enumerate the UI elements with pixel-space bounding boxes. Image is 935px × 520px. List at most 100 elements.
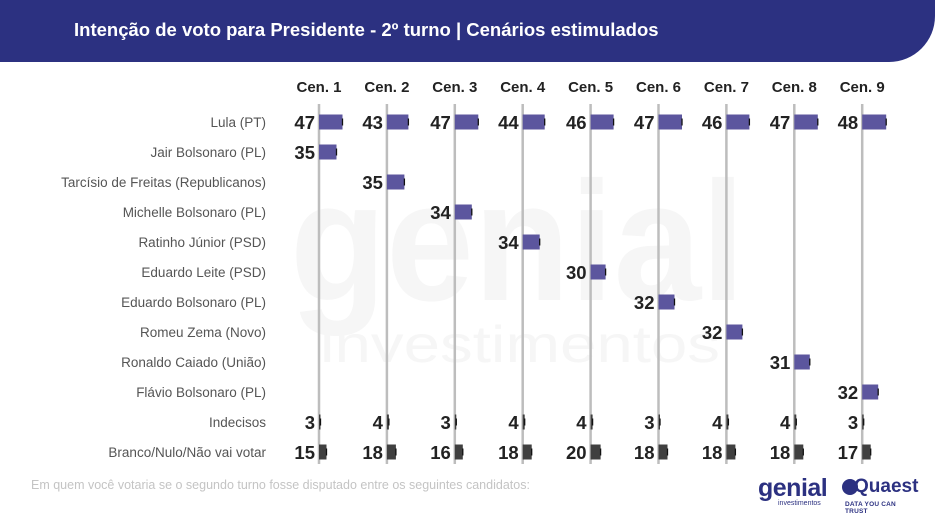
bar <box>862 384 879 400</box>
row-label: Jair Bolsonaro (PL) <box>150 145 266 160</box>
bar <box>726 444 736 460</box>
scenario-header: Cen. 3 <box>432 79 477 96</box>
row-label: Lula (PT) <box>210 115 266 130</box>
scenario-headers: Cen. 1 Cen. 2 Cen. 3 Cen. 4 Cen. 5 Cen. 6 Cen.… <box>296 79 884 96</box>
scenario-header: Cen. 5 <box>568 79 613 96</box>
bar <box>726 414 729 430</box>
row-label: Romeu Zema (Novo) <box>140 325 266 340</box>
data-label: 4 <box>508 412 519 433</box>
scenario-header: Cen. 9 <box>840 79 885 96</box>
quaest-logo: Quaest DATA YOU CAN TRUST <box>842 476 920 515</box>
scenario-header: Cen. 1 <box>296 79 341 96</box>
genial-logo-sub: investimentos <box>778 500 821 507</box>
data-label: 15 <box>294 442 315 463</box>
data-label: 18 <box>362 442 383 463</box>
bar <box>590 264 606 280</box>
bar <box>386 114 409 130</box>
bar <box>319 114 343 130</box>
bar <box>319 414 321 430</box>
data-label: 18 <box>770 442 791 463</box>
scenario-header: Cen. 2 <box>364 79 409 96</box>
data-label: 30 <box>566 262 587 283</box>
bar <box>386 444 396 460</box>
page-title: Intenção de voto para Presidente - 2º tu… <box>74 19 659 40</box>
scenario-header: Cen. 6 <box>636 79 681 96</box>
bar <box>386 174 405 190</box>
row-label: Ratinho Júnior (PSD) <box>138 235 266 250</box>
data-label: 32 <box>634 292 655 313</box>
row-label: Indecisos <box>209 415 266 430</box>
data-label: 48 <box>838 112 859 133</box>
quaest-logo-icon <box>842 479 858 495</box>
data-label: 3 <box>644 412 654 433</box>
data-label: 4 <box>780 412 791 433</box>
quaest-logo-word: Quaest <box>854 476 919 497</box>
bar <box>522 234 540 250</box>
bar <box>590 444 601 460</box>
scenario-dividers <box>317 104 864 464</box>
data-label: 35 <box>362 172 383 193</box>
data-label: 47 <box>634 112 655 133</box>
data-label: 18 <box>634 442 655 463</box>
data-label: 18 <box>702 442 723 463</box>
data-label: 32 <box>838 382 859 403</box>
bar <box>454 114 479 130</box>
data-label: 17 <box>838 442 859 463</box>
bar <box>658 114 682 130</box>
data-label: 4 <box>576 412 587 433</box>
bar <box>658 414 660 430</box>
row-label: Eduardo Bolsonaro (PL) <box>121 295 266 310</box>
quaest-logo-sub: DATA YOU CAN TRUST <box>845 501 896 515</box>
bar <box>862 414 864 430</box>
row-label: Eduardo Leite (PSD) <box>141 265 266 280</box>
data-label: 46 <box>702 112 723 133</box>
bar <box>794 354 810 370</box>
bar <box>454 444 463 460</box>
bar <box>386 414 389 430</box>
genial-logo-word: genial <box>758 474 828 502</box>
scenario-header: Cen. 4 <box>500 79 546 96</box>
bar <box>726 324 743 340</box>
bar <box>794 114 818 130</box>
row-label: Flávio Bolsonaro (PL) <box>136 385 266 400</box>
bar <box>319 444 327 460</box>
row-label: Branco/Nulo/Não vai votar <box>108 445 266 460</box>
header-banner: Intenção de voto para Presidente - 2º tu… <box>0 0 935 62</box>
bar <box>794 444 804 460</box>
data-label: 46 <box>566 112 587 133</box>
row-label: Ronaldo Caiado (União) <box>121 355 266 370</box>
bar <box>319 144 337 160</box>
bar <box>726 114 750 130</box>
data-label: 43 <box>362 112 383 133</box>
data-label: 47 <box>430 112 451 133</box>
data-label: 44 <box>498 112 519 133</box>
data-label: 16 <box>430 442 451 463</box>
bar <box>590 414 593 430</box>
bar <box>522 114 545 130</box>
data-label: 47 <box>294 112 315 133</box>
bar <box>454 414 457 430</box>
data-label: 4 <box>712 412 723 433</box>
row-label: Michelle Bolsonaro (PL) <box>123 205 266 220</box>
row-label: Tarcísio de Freitas (Republicanos) <box>61 175 266 190</box>
bar <box>522 444 532 460</box>
data-label: 4 <box>373 412 384 433</box>
data-label: 3 <box>305 412 315 433</box>
data-label: 34 <box>498 232 519 253</box>
data-label: 31 <box>770 352 791 373</box>
bar <box>794 414 797 430</box>
bar <box>658 294 675 310</box>
data-label: 20 <box>566 442 587 463</box>
data-label: 32 <box>702 322 723 343</box>
data-label: 35 <box>294 142 315 163</box>
bar <box>658 444 668 460</box>
bar <box>862 114 887 130</box>
genial-logo: genial investimentos <box>756 474 836 510</box>
data-label: 3 <box>848 412 858 433</box>
row-labels: Lula (PT) Jair Bolsonaro (PL) Tarcísio de … <box>61 115 266 460</box>
scenario-header: Cen. 8 <box>772 79 817 96</box>
footnote: Em quem você votaria se o segundo turno … <box>31 478 530 492</box>
data-label: 3 <box>441 412 451 433</box>
